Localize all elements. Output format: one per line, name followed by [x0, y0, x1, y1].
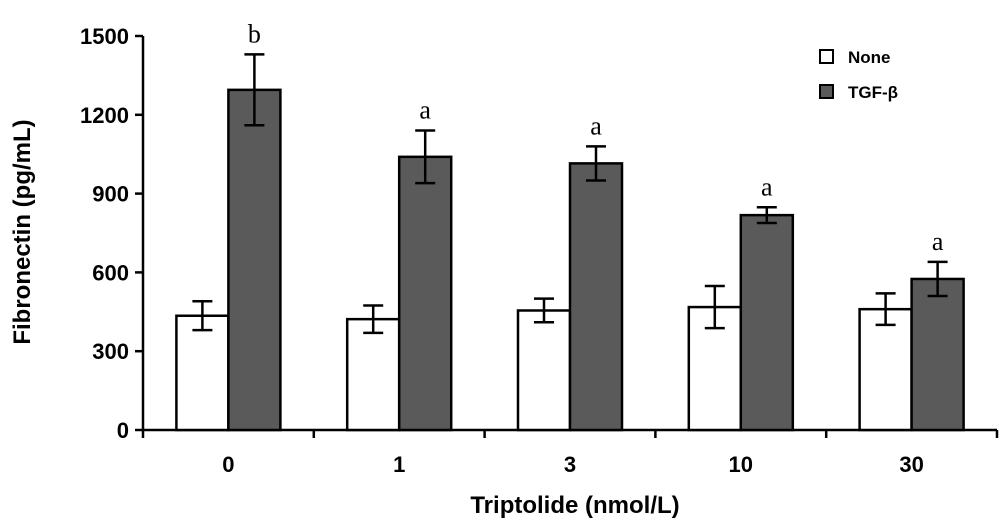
legend: None TGF-β [819, 48, 898, 102]
y-tick-label: 1500 [80, 24, 129, 49]
y-tick-label: 300 [92, 339, 129, 364]
bar-tgf-beta [568, 162, 624, 432]
legend-label-tgf-beta: TGF-β [848, 83, 898, 102]
bar-none [858, 307, 913, 432]
legend-swatch-tgf-beta [819, 84, 834, 99]
bar-tgf-beta [397, 155, 453, 432]
x-tick-label: 3 [564, 452, 576, 477]
significance-label: a [932, 227, 944, 256]
y-tick-label: 600 [92, 260, 129, 285]
y-tick-label: 900 [92, 182, 129, 207]
x-tick-label: 30 [899, 452, 923, 477]
significance-label: a [590, 111, 602, 140]
significance-label: a [419, 96, 431, 125]
x-tick-label: 1 [393, 452, 405, 477]
x-tick-label: 10 [729, 452, 753, 477]
bar-none [345, 317, 401, 432]
y-tick-label: 0 [117, 418, 129, 443]
bar-tgf-beta [739, 213, 795, 432]
x-axis-title: Triptolide (nmol/L) [470, 492, 679, 519]
bar-none [175, 314, 230, 432]
bar-none [516, 309, 572, 432]
legend-label-none: None [848, 48, 891, 67]
x-tick-label: 0 [222, 452, 234, 477]
legend-swatch-none [819, 49, 834, 64]
significance-label: b [248, 19, 261, 48]
y-tick-label: 1200 [80, 103, 129, 128]
y-axis-title: Fibronectin (pg/mL) [9, 119, 36, 344]
bar-tgf-beta [227, 88, 282, 432]
plot-area: 0 300 600 900 1200 1500 0 b 1 a 3 a 10 a 30 a [80, 19, 999, 477]
significance-label: a [761, 172, 773, 201]
bar-tgf-beta [910, 277, 965, 432]
